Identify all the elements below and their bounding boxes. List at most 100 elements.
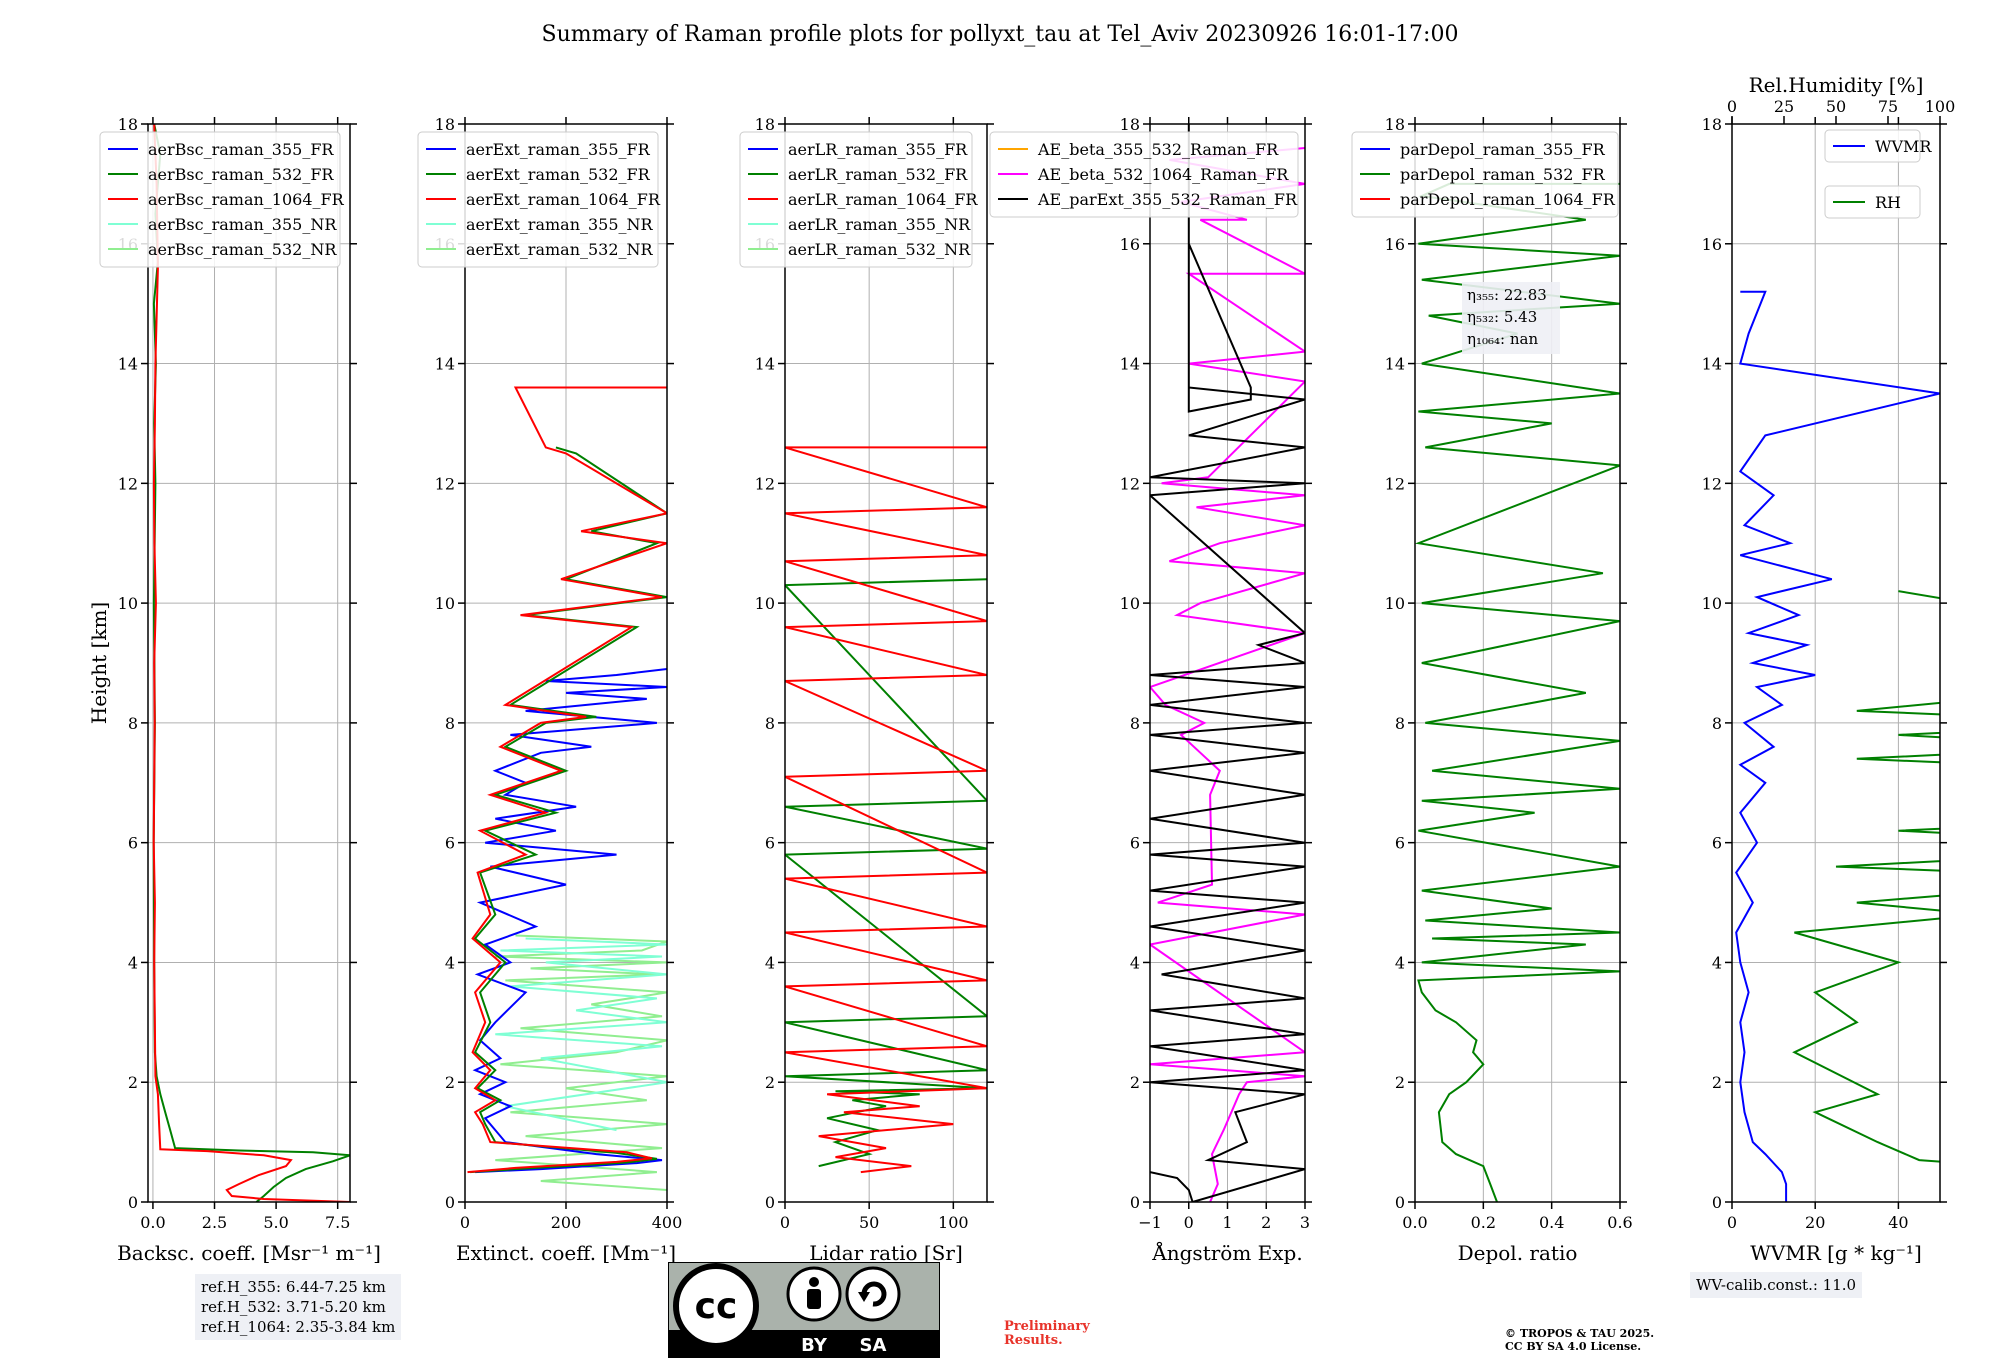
ytick-label-ae-5: 10: [1120, 594, 1140, 613]
legend-label-ext-0: aerExt_raman_355_FR: [466, 140, 651, 159]
ytick-label-ae-8: 16: [1120, 235, 1140, 254]
legend-label-bsc-1: aerBsc_raman_532_FR: [148, 165, 334, 184]
ytick-label-ext-1: 2: [445, 1073, 455, 1092]
top-tick-label-2: 50: [1826, 97, 1846, 116]
ytick-label-depol-5: 10: [1385, 594, 1405, 613]
ytick-label-lr-1: 2: [765, 1073, 775, 1092]
ytick-label-lr-6: 12: [755, 474, 775, 493]
legend-label-lr-2: aerLR_raman_1064_FR: [788, 190, 978, 209]
series-ext-1: [495, 937, 667, 1132]
ref-heights-box: ref.H_355: 6.44-7.25 km ref.H_532: 3.71-…: [195, 1274, 402, 1340]
series-group-ext: [467, 386, 667, 1191]
xtick-label-wv-2: 40: [1888, 1213, 1908, 1232]
axes-frame-lr: [784, 123, 988, 1203]
ytick-label-wv-2: 4: [1712, 953, 1722, 972]
ytick-label-depol-0: 0: [1395, 1193, 1405, 1212]
xtick-label-lr-2: 100: [938, 1213, 969, 1232]
ytick-label-bsc-9: 18: [118, 115, 138, 134]
ytick-label-ext-5: 10: [435, 594, 455, 613]
ref-height-1064: ref.H_1064: 2.35-3.84 km: [201, 1318, 396, 1336]
ytick-label-bsc-2: 4: [128, 953, 138, 972]
ytick-label-wv-6: 12: [1702, 474, 1722, 493]
xtick-label-ae-3: 2: [1261, 1213, 1271, 1232]
ytick-label-bsc-3: 6: [128, 834, 138, 853]
ytick-label-bsc-1: 2: [128, 1073, 138, 1092]
ytick-label-ext-4: 8: [445, 714, 455, 733]
xtick-label-bsc-1: 2.5: [202, 1213, 227, 1232]
series-group-bsc: [152, 124, 350, 1202]
series-lr-0: [785, 578, 987, 1168]
xtick-label-depol-1: 0.2: [1471, 1213, 1496, 1232]
cc-logo-icon: [673, 1263, 759, 1349]
ytick-label-ae-4: 8: [1130, 714, 1140, 733]
ref-height-355: ref.H_355: 6.44-7.25 km: [201, 1278, 386, 1296]
xtick-label-ext-1: 200: [551, 1213, 582, 1232]
ytick-label-ae-9: 18: [1120, 115, 1140, 134]
ref-height-532: ref.H_532: 3.71-5.20 km: [201, 1298, 386, 1316]
xlabel-lr: Lidar ratio [Sr]: [809, 1241, 963, 1265]
xlabel-ext: Extinct. coeff. [Mm⁻¹]: [456, 1241, 676, 1265]
ytick-label-depol-2: 4: [1395, 953, 1405, 972]
ytick-label-lr-5: 10: [755, 594, 775, 613]
copyright-line-2: CC BY SA 4.0 License.: [1505, 1340, 1642, 1353]
ytick-label-ext-3: 6: [445, 834, 455, 853]
panel-wv: 0 20 40 0 2 4 6 8 10 12 14 16 18 WVMR [g * kg⁻¹] 0 25 50…: [1702, 73, 1956, 1265]
xtick-label-ae-4: 3: [1300, 1213, 1310, 1232]
ytick-label-wv-0: 0: [1712, 1193, 1722, 1212]
ytick-label-bsc-6: 12: [118, 474, 138, 493]
legend-box-ae: [989, 131, 1299, 218]
axes-frame-bsc: [147, 123, 351, 1203]
series-bsc-0: [152, 124, 350, 1202]
series-group-ae: [1150, 124, 1305, 1202]
series-ext-0: [495, 934, 667, 1191]
xtick-label-wv-0: 0: [1727, 1213, 1737, 1232]
legend-label-ae-2: AE_parExt_355_532_Raman_FR: [1037, 190, 1298, 209]
ytick-label-ae-2: 4: [1130, 953, 1140, 972]
xtick-label-depol-0: 0.0: [1402, 1213, 1427, 1232]
eta-label-0: η₃₅₅: 22.83: [1467, 286, 1547, 304]
ytick-label-depol-9: 18: [1385, 115, 1405, 134]
eta-label-1: η₅₃₂: 5.43: [1467, 308, 1537, 326]
ylabel-bsc: Height [km]: [87, 602, 111, 724]
panel-bsc: 0.02.55.07.5024681012141618Backsc. coeff…: [87, 115, 381, 1265]
xtick-label-lr-0: 0: [780, 1213, 790, 1232]
xtick-label-bsc-2: 5.0: [263, 1213, 288, 1232]
top-tick-label-0: 0: [1727, 97, 1737, 116]
ytick-label-bsc-0: 0: [128, 1193, 138, 1212]
ytick-label-lr-7: 14: [755, 355, 775, 374]
sa-label: SA: [860, 1335, 887, 1356]
legend-label-lr-4: aerLR_raman_532_NR: [788, 240, 971, 259]
legend-label-depol-2: parDepol_raman_1064_FR: [1400, 190, 1616, 209]
legend-label-wv-0: WVMR: [1875, 137, 1932, 156]
legend-label-bsc-3: aerBsc_raman_355_NR: [148, 215, 337, 234]
ytick-label-lr-9: 18: [755, 115, 775, 134]
legend-label-ext-2: aerExt_raman_1064_FR: [466, 190, 661, 209]
cc-by-sa-badge: cc BY SA: [668, 1262, 940, 1358]
ytick-label-ext-7: 14: [435, 355, 455, 374]
preliminary-line-1: Preliminary: [1004, 1319, 1090, 1334]
ytick-label-wv-7: 14: [1702, 355, 1722, 374]
panel-lr: 050100024681012141618Lidar ratio [Sr]aer…: [739, 115, 994, 1265]
axes-frame-wv: [1731, 123, 1941, 1203]
legend-label-depol-0: parDepol_raman_355_FR: [1400, 140, 1606, 159]
ytick-label-bsc-4: 8: [128, 714, 138, 733]
ytick-label-depol-6: 12: [1385, 474, 1405, 493]
series-ext-4: [467, 386, 667, 1174]
ytick-label-wv-5: 10: [1702, 594, 1722, 613]
xtick-label-ae-0: −1: [1138, 1213, 1162, 1232]
ytick-label-lr-4: 8: [765, 714, 775, 733]
ytick-label-lr-0: 0: [765, 1193, 775, 1212]
top-axis-label: Rel.Humidity [%]: [1749, 73, 1924, 97]
eta-label-2: η₁₀₆₄: nan: [1467, 330, 1538, 348]
xlabel-depol: Depol. ratio: [1458, 1241, 1578, 1265]
ytick-label-ae-7: 14: [1120, 355, 1140, 374]
legend-label-ext-1: aerExt_raman_532_FR: [466, 165, 651, 184]
series-group-wv: [1735, 290, 1940, 1202]
xlabel-bsc: Backsc. coeff. [Msr⁻¹ m⁻¹]: [117, 1241, 381, 1265]
xlabel-wv: WVMR [g * kg⁻¹]: [1750, 1241, 1922, 1265]
series-group-lr: [785, 446, 987, 1174]
top-tick-label-3: 75: [1878, 97, 1898, 116]
copyright-note: © TROPOS & TAU 2025. CC BY SA 4.0 Licens…: [1505, 1327, 1705, 1353]
eta-box: [1462, 282, 1560, 354]
